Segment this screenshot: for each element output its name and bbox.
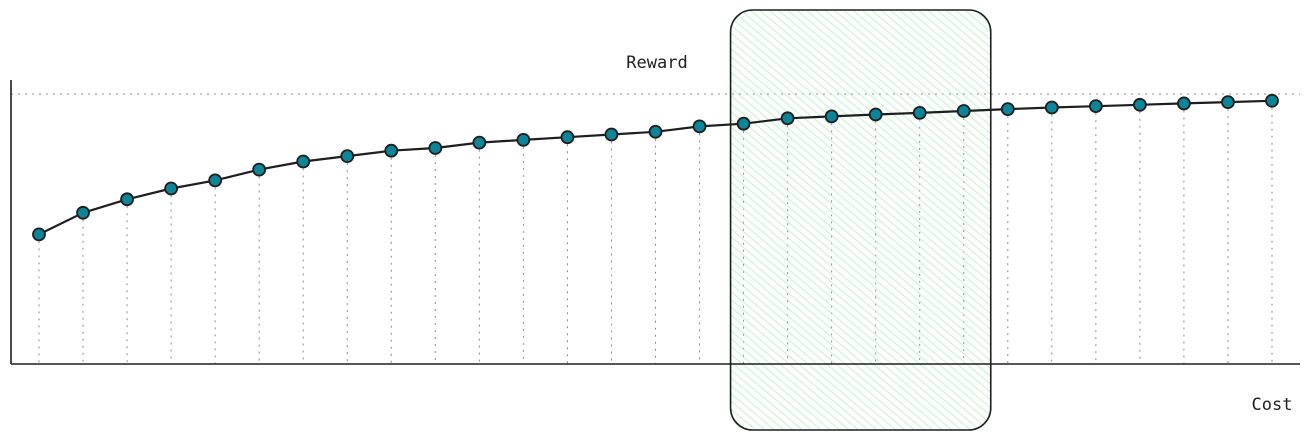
data-point bbox=[736, 116, 751, 131]
highlight-region-border bbox=[729, 9, 992, 431]
data-point bbox=[648, 124, 663, 139]
data-point bbox=[824, 109, 839, 124]
highlight-region-fill bbox=[730, 10, 991, 430]
data-point bbox=[780, 111, 795, 126]
data-point bbox=[120, 192, 134, 207]
data-point bbox=[384, 143, 399, 158]
data-point bbox=[912, 106, 927, 120]
data-point bbox=[956, 104, 971, 118]
data-point bbox=[1265, 93, 1279, 108]
gridlines bbox=[38, 100, 1273, 364]
data-point bbox=[1132, 97, 1147, 112]
data-point bbox=[76, 205, 90, 220]
data-point bbox=[32, 227, 46, 242]
data-point bbox=[604, 127, 619, 142]
data-point bbox=[560, 130, 575, 145]
data-point bbox=[472, 135, 487, 150]
x-axis-label: Cost bbox=[1252, 395, 1293, 415]
y-axis-label: Reward bbox=[626, 53, 687, 73]
data-point bbox=[1044, 100, 1059, 115]
data-point bbox=[340, 149, 355, 164]
data-point bbox=[516, 132, 531, 147]
highlight-region bbox=[729, 9, 992, 431]
data-point bbox=[868, 107, 883, 122]
data-point bbox=[1221, 95, 1235, 109]
data-point bbox=[1000, 102, 1015, 117]
data-point bbox=[1177, 96, 1191, 111]
data-point bbox=[252, 162, 267, 177]
data-point bbox=[296, 154, 311, 169]
data-point bbox=[1088, 99, 1103, 114]
data-point bbox=[692, 119, 707, 134]
data-point bbox=[164, 181, 179, 196]
data-points bbox=[32, 93, 1279, 242]
data-point bbox=[208, 173, 223, 188]
data-point bbox=[428, 141, 443, 155]
